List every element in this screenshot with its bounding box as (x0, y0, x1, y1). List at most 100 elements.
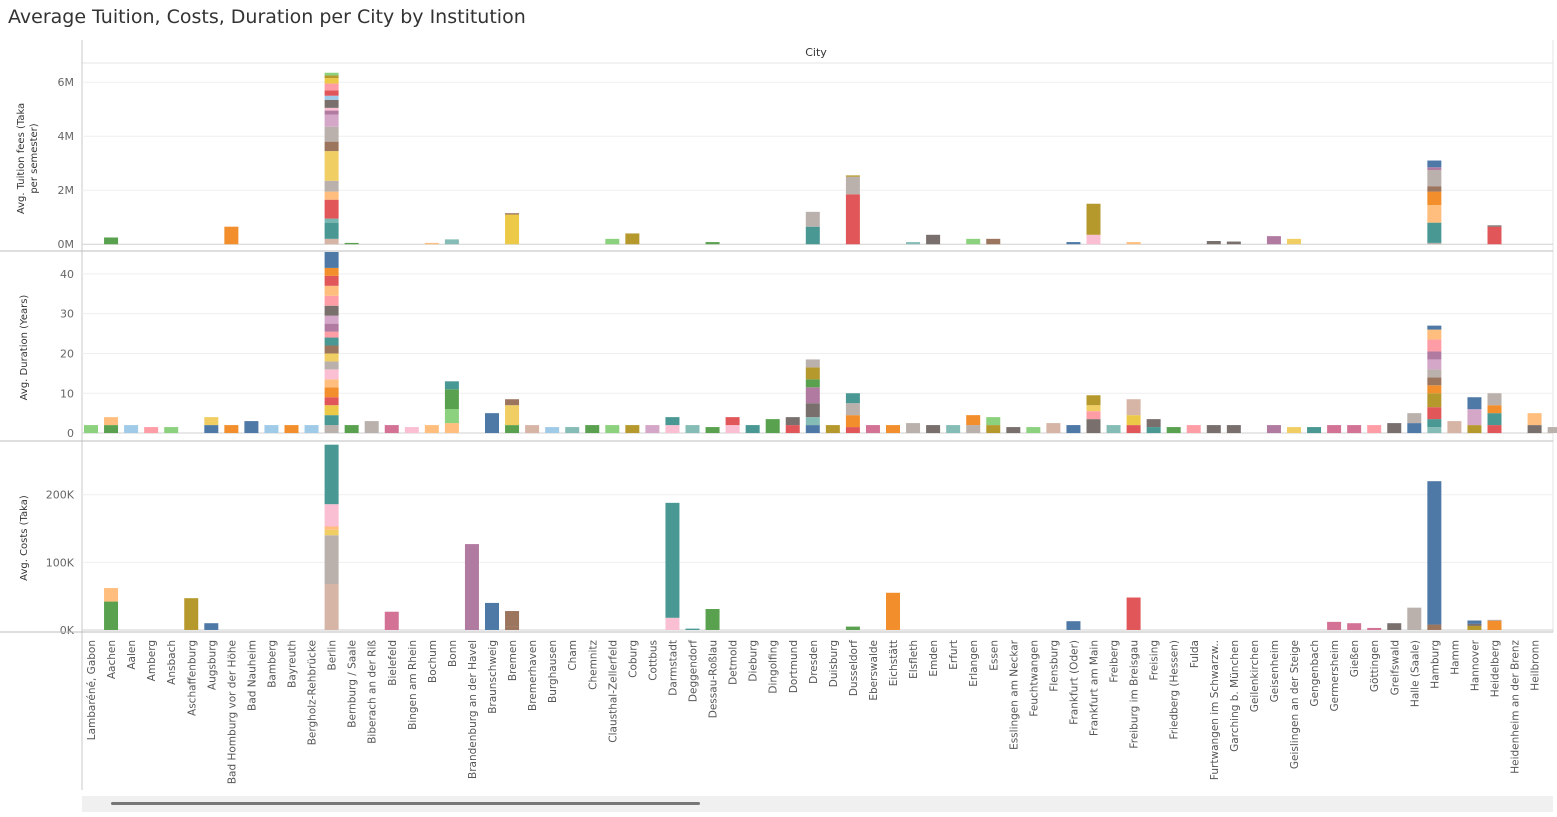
bar-segment[interactable] (845, 626, 860, 630)
bar-segment[interactable] (805, 211, 820, 227)
bar-segment[interactable] (1527, 413, 1542, 426)
bar-segment[interactable] (324, 295, 339, 306)
bar-segment[interactable] (805, 367, 820, 380)
bar-segment[interactable] (865, 425, 880, 434)
bar-segment[interactable] (1086, 405, 1101, 412)
bar-segment[interactable] (104, 588, 119, 602)
bar-segment[interactable] (324, 337, 339, 346)
bar-segment[interactable] (1427, 167, 1442, 170)
bar-segment[interactable] (324, 305, 339, 316)
bar-segment[interactable] (1126, 425, 1141, 434)
bar-segment[interactable] (84, 425, 98, 434)
bar-segment[interactable] (1427, 242, 1442, 245)
bar-segment[interactable] (104, 237, 119, 245)
scrollbar-thumb[interactable] (111, 802, 700, 805)
bar-segment[interactable] (1427, 393, 1442, 408)
bar-segment[interactable] (665, 617, 680, 630)
bar-segment[interactable] (1447, 421, 1462, 434)
bar-segment[interactable] (324, 141, 339, 152)
bar-segment[interactable] (324, 285, 339, 296)
bar-segment[interactable] (1407, 423, 1422, 434)
bar-segment[interactable] (1387, 623, 1402, 630)
bar-segment[interactable] (324, 504, 339, 527)
bar-segment[interactable] (1287, 427, 1301, 434)
bar-segment[interactable] (1547, 427, 1557, 434)
bar-segment[interactable] (324, 107, 339, 111)
bar-segment[interactable] (1006, 427, 1021, 434)
bar-segment[interactable] (384, 425, 399, 434)
bar-segment[interactable] (324, 267, 339, 276)
bar-segment[interactable] (1206, 241, 1221, 245)
bar-segment[interactable] (1427, 222, 1442, 243)
bar-segment[interactable] (324, 526, 339, 530)
bar-segment[interactable] (1066, 242, 1081, 245)
bar-segment[interactable] (926, 234, 941, 245)
bar-segment[interactable] (765, 419, 780, 434)
bar-segment[interactable] (1467, 425, 1482, 434)
bar-segment[interactable] (1427, 205, 1442, 223)
bar-segment[interactable] (1266, 236, 1281, 245)
bar-segment[interactable] (324, 529, 339, 536)
bar-segment[interactable] (1126, 242, 1141, 245)
bar-segment[interactable] (1427, 329, 1442, 340)
bar-segment[interactable] (324, 345, 339, 354)
bar-segment[interactable] (344, 425, 359, 434)
bar-segment[interactable] (906, 423, 921, 434)
bar-segment[interactable] (324, 191, 339, 200)
bar-segment[interactable] (1427, 419, 1442, 428)
bar-segment[interactable] (1307, 427, 1322, 434)
bar-segment[interactable] (845, 194, 860, 245)
bar-segment[interactable] (505, 425, 520, 434)
bar-segment[interactable] (1427, 325, 1442, 330)
bar-segment[interactable] (1086, 203, 1101, 235)
bar-segment[interactable] (344, 242, 359, 245)
bar-segment[interactable] (1407, 413, 1422, 424)
bar-segment[interactable] (324, 444, 339, 505)
bar-segment[interactable] (324, 99, 339, 108)
bar-segment[interactable] (364, 421, 379, 434)
bar-segment[interactable] (1427, 359, 1442, 370)
bar-segment[interactable] (845, 403, 860, 416)
bar-segment[interactable] (485, 602, 499, 630)
bar-segment[interactable] (324, 114, 339, 127)
bar-segment[interactable] (1146, 427, 1161, 434)
bar-segment[interactable] (1467, 409, 1482, 426)
bar-segment[interactable] (1347, 425, 1362, 434)
bar-segment[interactable] (324, 535, 339, 584)
bar-segment[interactable] (845, 393, 860, 404)
bar-segment[interactable] (986, 425, 1001, 434)
bar-segment[interactable] (324, 583, 339, 630)
bar-segment[interactable] (1186, 425, 1201, 434)
bar-segment[interactable] (645, 425, 660, 434)
bar-segment[interactable] (324, 275, 339, 286)
bar-segment[interactable] (805, 403, 820, 418)
bar-segment[interactable] (505, 213, 520, 215)
bar-segment[interactable] (444, 389, 459, 410)
bar-segment[interactable] (565, 427, 580, 434)
bar-segment[interactable] (1527, 425, 1542, 434)
bar-segment[interactable] (505, 626, 520, 630)
bar-segment[interactable] (1126, 415, 1141, 426)
bar-segment[interactable] (605, 425, 620, 434)
bar-segment[interactable] (665, 425, 680, 434)
bar-segment[interactable] (705, 242, 720, 245)
bar-segment[interactable] (1427, 160, 1442, 168)
bar-segment[interactable] (444, 423, 459, 434)
bar-segment[interactable] (324, 353, 339, 362)
bar-segment[interactable] (1126, 597, 1141, 630)
bar-segment[interactable] (324, 252, 339, 268)
bar-segment[interactable] (324, 83, 339, 91)
bar-segment[interactable] (164, 427, 179, 434)
bar-segment[interactable] (585, 425, 600, 434)
bar-segment[interactable] (986, 238, 1001, 245)
bar-segment[interactable] (1226, 425, 1241, 434)
bar-segment[interactable] (1086, 419, 1101, 434)
bar-segment[interactable] (324, 151, 339, 181)
bar-segment[interactable] (1427, 624, 1442, 630)
bar-segment[interactable] (104, 425, 119, 434)
bar-segment[interactable] (1467, 620, 1482, 624)
bar-segment[interactable] (946, 425, 961, 434)
bar-segment[interactable] (845, 427, 860, 434)
bar-segment[interactable] (1266, 425, 1281, 434)
bar-segment[interactable] (324, 405, 339, 416)
